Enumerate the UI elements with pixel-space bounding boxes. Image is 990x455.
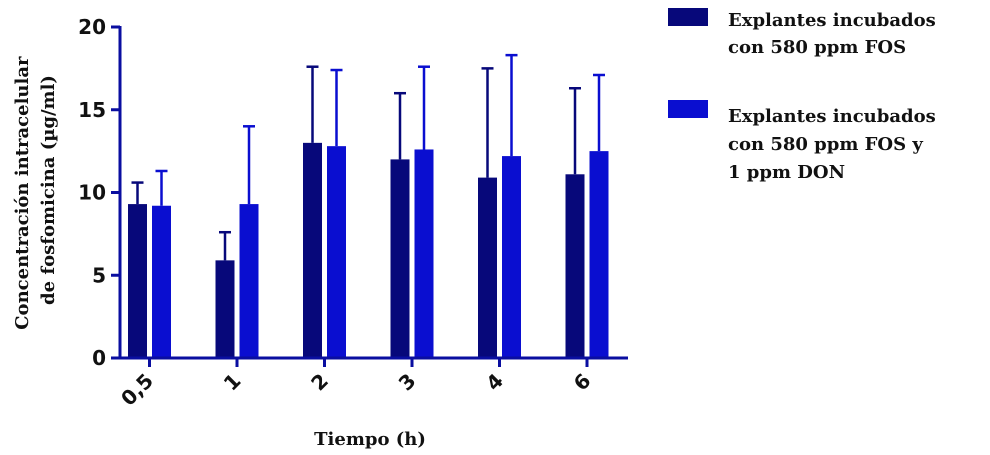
x-tick-label-5: 6 xyxy=(569,369,596,396)
legend-swatch-series-2 xyxy=(668,100,708,118)
legend-label-series-1-line-1: Explantes incubados xyxy=(728,10,936,31)
x-tick-label-3: 3 xyxy=(394,369,421,396)
y-tick-label-0: 0 xyxy=(92,346,106,370)
bars-layer xyxy=(128,142,609,358)
axes-layer xyxy=(118,26,628,360)
x-tick-label-1: 1 xyxy=(219,369,246,396)
legend-label-series-1-line-2: con 580 ppm FOS xyxy=(728,37,906,58)
y-tick-label-4: 20 xyxy=(78,15,106,39)
bar-s1-5 xyxy=(565,174,585,358)
y-tick-label-1: 5 xyxy=(92,263,106,287)
y-tick-label-3: 15 xyxy=(78,98,106,122)
y-axis-title: Concentración intracelular de fosfomicin… xyxy=(12,50,59,330)
error-bars-layer xyxy=(131,53,605,261)
legend: Explantes incubados con 580 ppm FOS Expl… xyxy=(668,8,942,183)
legend-swatch-series-1 xyxy=(668,8,708,26)
legend-label-series-1: Explantes incubados con 580 ppm FOS xyxy=(728,10,942,58)
bar-s2-5 xyxy=(589,151,609,358)
bar-s1-0 xyxy=(128,204,147,358)
x-tick-label-4: 4 xyxy=(481,369,508,396)
bar-s1-1 xyxy=(215,260,235,358)
legend-label-series-2-line-2: con 580 ppm FOS y xyxy=(728,134,923,155)
y-tick-label-2: 10 xyxy=(78,181,106,205)
bar-s1-3 xyxy=(390,159,410,358)
legend-label-series-2-line-3: 1 ppm DON xyxy=(728,162,845,183)
y-axis-title-line-1: Concentración intracelular xyxy=(12,56,33,330)
x-ticks-layer: 0,5 1 2 3 4 6 xyxy=(116,358,596,411)
x-tick-label-0: 0,5 xyxy=(116,369,158,411)
bar-s2-2 xyxy=(327,146,346,358)
bar-s2-4 xyxy=(502,156,521,358)
x-axis-title: Tiempo (h) xyxy=(314,429,426,450)
bar-s1-2 xyxy=(303,142,322,358)
bar-s2-1 xyxy=(239,204,259,358)
y-axis-title-line-2: de fosfomicina (µg/ml) xyxy=(38,75,59,305)
bar-s2-0 xyxy=(152,205,171,358)
bar-s1-4 xyxy=(478,177,497,358)
legend-label-series-2: Explantes incubados con 580 ppm FOS y 1 … xyxy=(728,106,942,183)
x-tick-label-2: 2 xyxy=(306,369,333,396)
bar-s2-3 xyxy=(414,149,434,358)
y-ticks-layer: 0 5 10 15 20 xyxy=(78,15,120,370)
legend-label-series-2-line-1: Explantes incubados xyxy=(728,106,936,127)
